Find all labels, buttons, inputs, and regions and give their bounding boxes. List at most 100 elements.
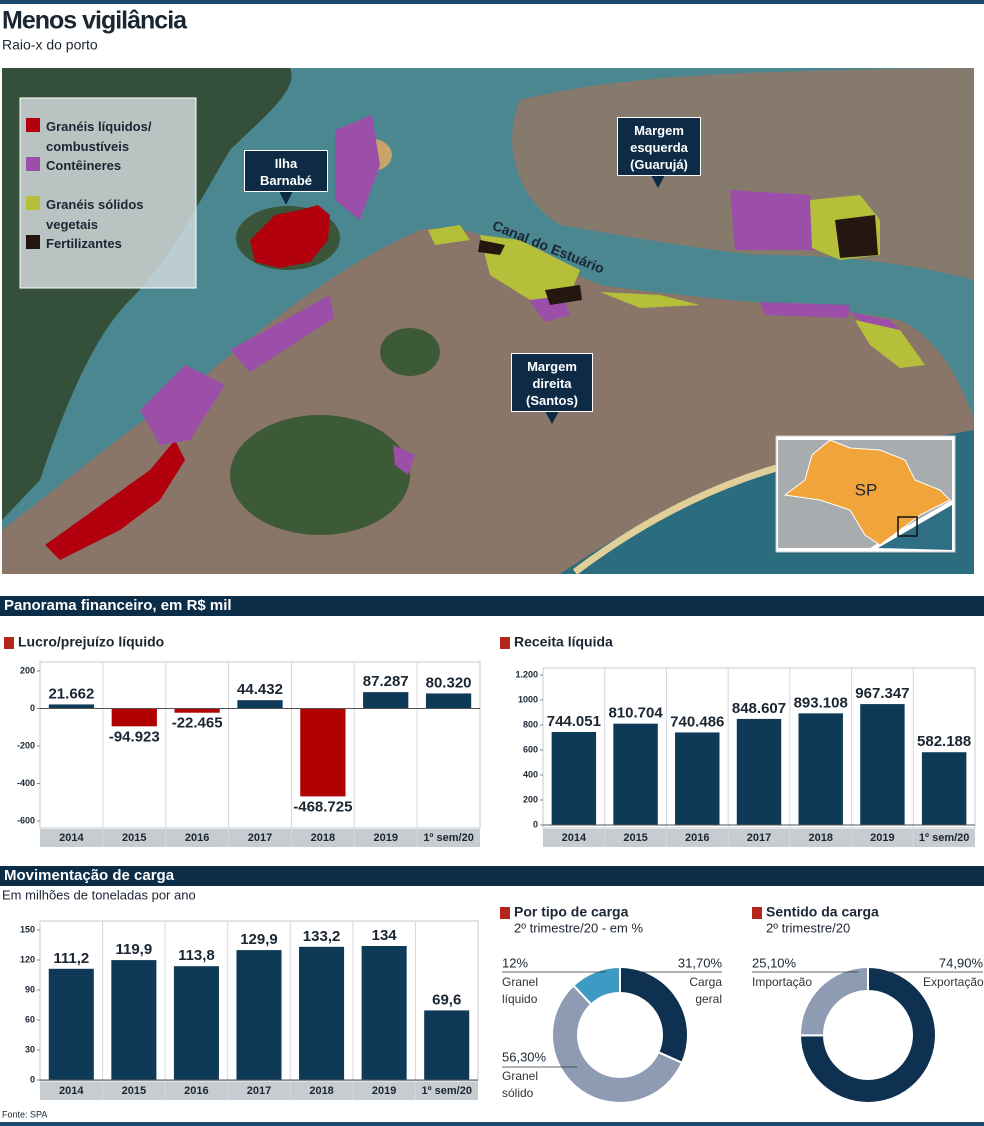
x-tick-label: 2017 xyxy=(247,1085,271,1097)
bar xyxy=(921,752,967,825)
title-marker xyxy=(500,907,510,919)
terminal xyxy=(760,302,850,318)
callout: Margem direita (Santos) xyxy=(511,353,593,412)
chart-title: Por tipo de carga xyxy=(514,904,629,920)
hill xyxy=(230,415,410,535)
value-label: 56,30% xyxy=(502,1049,547,1064)
terminal xyxy=(250,205,330,268)
section-title: Panorama financeiro, em R$ mil xyxy=(4,597,232,614)
callout-line: Barnabé xyxy=(259,173,313,188)
callout-line: Margem xyxy=(527,359,577,374)
callout-pointer xyxy=(279,191,293,205)
y-tick-label: 120 xyxy=(20,954,35,964)
legend-label: Granéis sólidos vegetais xyxy=(46,197,144,232)
category-row xyxy=(40,1082,478,1100)
x-tick-label: 2018 xyxy=(808,832,832,844)
terminal xyxy=(600,292,700,308)
inset-label: SP xyxy=(855,480,878,499)
map: Canal do Estuário SP xyxy=(2,68,974,575)
callout-line: (Guarujá) xyxy=(630,157,688,172)
title: Menos vigilância xyxy=(2,7,188,35)
value-label: 113,8 xyxy=(178,947,215,964)
value-label: 80.320 xyxy=(426,674,472,691)
x-tick-label: 1º sem/20 xyxy=(421,1085,472,1097)
section-bar xyxy=(0,866,984,886)
value-label: 44.432 xyxy=(237,681,283,698)
y-tick-label: 150 xyxy=(20,924,35,934)
x-tick-label: 1º sem/20 xyxy=(423,832,474,844)
y-tick-label: 600 xyxy=(523,744,538,754)
terminal xyxy=(230,295,334,372)
x-tick-label: 2014 xyxy=(562,832,587,844)
legend-swatch xyxy=(26,157,40,171)
x-tick-label: 2014 xyxy=(59,1085,84,1097)
bar xyxy=(363,692,409,709)
value-label: 21.662 xyxy=(48,685,94,702)
plot-frame xyxy=(39,661,481,829)
y-tick-label: 800 xyxy=(523,719,538,729)
terminal xyxy=(478,240,505,255)
value-label: 893.108 xyxy=(794,694,848,711)
x-tick-label: 2015 xyxy=(122,1085,146,1097)
y-tick-label: 90 xyxy=(25,984,35,994)
y-tick-label: -600 xyxy=(17,815,35,825)
chart-title: Receita líquida xyxy=(514,634,613,650)
category-label: Carga geral xyxy=(689,975,722,1006)
hill xyxy=(380,328,440,376)
y-tick-label: 0 xyxy=(30,703,35,713)
bar xyxy=(174,708,220,713)
value-label: 967.347 xyxy=(855,685,909,702)
bar xyxy=(48,704,95,709)
callout-line: Margem xyxy=(634,123,684,138)
value-label: -94.923 xyxy=(109,728,160,745)
terminal xyxy=(480,235,580,300)
value-label: 740.486 xyxy=(670,713,724,730)
section-title: Movimentação de carga xyxy=(4,867,175,884)
bar xyxy=(675,732,720,825)
x-tick-label: 2019 xyxy=(372,1085,396,1097)
terminal xyxy=(45,440,185,560)
value-label: 129,9 xyxy=(240,931,278,948)
y-tick-label: 0 xyxy=(30,1074,35,1084)
donut-slice xyxy=(799,965,869,1037)
value-label: -468.725 xyxy=(293,798,352,815)
bar xyxy=(111,708,157,727)
source: Fonte: SPA xyxy=(2,1109,47,1119)
x-tick-label: 1º sem/20 xyxy=(919,832,970,844)
value-label: 69,6 xyxy=(432,991,461,1008)
bar xyxy=(425,693,472,709)
bar xyxy=(551,731,597,825)
value-label: 744.051 xyxy=(547,713,601,730)
bar xyxy=(111,960,157,1080)
value-label: 12% xyxy=(502,955,528,970)
legend-label: Contêineres xyxy=(46,158,122,173)
category-label: Exportação xyxy=(923,975,984,989)
value-label: 74,90% xyxy=(939,955,984,970)
bar xyxy=(236,950,282,1080)
inset-sea xyxy=(878,505,952,550)
inset-focus xyxy=(897,516,918,537)
bar xyxy=(798,713,843,825)
terminal xyxy=(835,215,878,258)
callout-line: direita xyxy=(532,376,572,391)
terminal xyxy=(335,115,380,220)
inset: SP xyxy=(775,435,956,553)
value-label: 25,10% xyxy=(752,955,797,970)
y-tick-label: 1000 xyxy=(518,694,538,704)
value-label: 134 xyxy=(372,927,398,944)
value-label: 810.704 xyxy=(608,705,663,722)
x-tick-label: 2019 xyxy=(870,832,894,844)
chart-subtitle: 2º trimestre/20 xyxy=(766,920,850,935)
x-tick-label: 2015 xyxy=(122,832,146,844)
category-label: Importação xyxy=(752,975,813,989)
x-tick-label: 2017 xyxy=(747,832,771,844)
subtitle: Raio-x do porto xyxy=(2,37,98,53)
value-label: -22.465 xyxy=(172,715,223,732)
category-label: Granel líquido xyxy=(502,975,539,1006)
terminal xyxy=(140,365,225,445)
value-label: 111,2 xyxy=(53,950,89,967)
bar xyxy=(361,946,407,1080)
callout-pointer xyxy=(545,411,559,424)
bar xyxy=(299,946,345,1080)
